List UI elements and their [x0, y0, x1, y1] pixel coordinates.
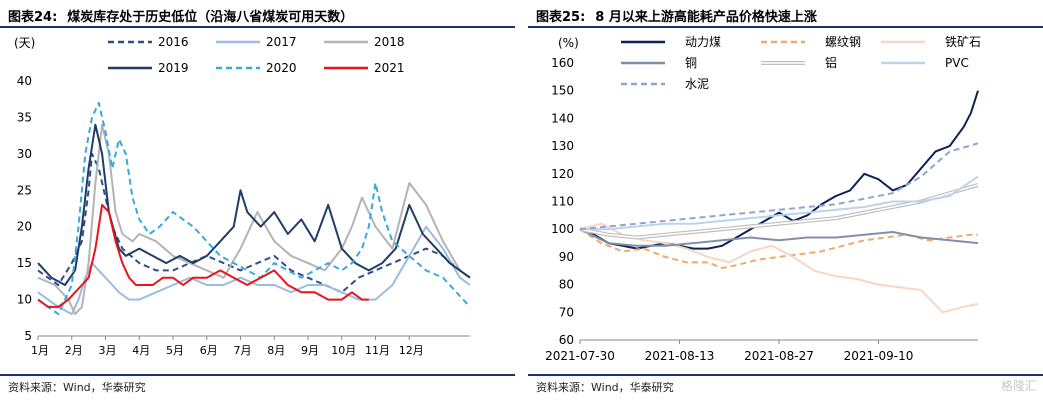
right-figure-title-text: 8 月以来上游高能耗产品价格快速上涨 [595, 10, 817, 25]
left-figure-panel: 图表24: 煤炭库存处于历史低位（沿海八省煤炭可用天数） (天) 5 10 15 20 25… [0, 0, 515, 400]
legend-label-铝: 铝 [825, 55, 837, 70]
left-x-tick-label: 11月 [365, 344, 390, 357]
left-x-tick-label: 3月 [99, 344, 117, 357]
right-y-tick-label: 120 [551, 167, 574, 181]
left-y-tick-label: 15 [17, 256, 32, 270]
legend-label-2018: 2018 [374, 35, 405, 49]
left-x-tick-label: 7月 [234, 344, 252, 357]
left-y-tick-label: 20 [17, 220, 32, 234]
right-y-tick-label: 110 [551, 195, 574, 209]
series-line-2016 [37, 152, 471, 294]
left-x-tick-label: 1月 [31, 344, 49, 357]
left-y-tick-label: 40 [17, 74, 32, 88]
left-y-tick-label: 35 [17, 110, 32, 124]
legend-label-2016: 2016 [158, 35, 189, 49]
left-x-tick-label: 4月 [132, 344, 150, 357]
right-y-tick-label: 130 [551, 139, 574, 153]
left-figure-title: 图表24: 煤炭库存处于历史低位（沿海八省煤炭可用天数） [8, 6, 353, 25]
right-figure-number: 图表25: [536, 10, 586, 25]
right-y-tick-label: 60 [559, 333, 574, 347]
left-y-tick-label: 30 [17, 147, 32, 161]
right-source-note: 资料来源：Wind，华泰研究 [536, 381, 674, 394]
legend-label-动力煤: 动力煤 [685, 35, 721, 49]
legend-label-水泥: 水泥 [685, 77, 709, 91]
left-x-tick-label: 2月 [65, 344, 83, 357]
left-x-tick-label: 8月 [267, 344, 285, 357]
left-x-tick-label: 6月 [200, 344, 218, 357]
legend-label-铁矿石: 铁矿石 [945, 35, 981, 49]
left-x-tick-label: 9月 [301, 344, 319, 357]
left-y-tick-label: 10 [17, 293, 32, 307]
series-line-水泥 [579, 142, 979, 231]
left-y-tick-label: 5 [24, 329, 32, 343]
left-figure-title-text: 煤炭库存处于历史低位（沿海八省煤炭可用天数） [67, 10, 354, 25]
series-line-铁矿石 [579, 222, 979, 314]
series-line-2021 [37, 203, 369, 308]
series-line-2019 [37, 123, 471, 286]
right-top-rule [528, 26, 1043, 28]
left-chart: (天) 5 10 15 20 25 30 35 40 1月 2月 3月 4月 5月 6月 7月 8月 9月 10月 1… [14, 35, 471, 357]
left-figure-number: 图表24: [8, 10, 58, 25]
right-bottom-rule [528, 374, 1043, 376]
right-chart: (%) 60 70 80 90 100 110 120 130 140 150 160 2021-07-… [545, 35, 981, 363]
legend-label-螺纹钢: 螺纹钢 [825, 35, 861, 49]
legend-label-2019: 2019 [158, 61, 189, 75]
watermark-text: 格隆汇 [1000, 379, 1037, 393]
right-x-tick-label: 2021-08-27 [744, 349, 814, 363]
left-x-tick-label: 12月 [399, 344, 424, 357]
left-y-tick-label: 25 [17, 183, 32, 197]
right-figure-title: 图表25: 8 月以来上游高能耗产品价格快速上涨 [536, 6, 817, 25]
right-figure-panel: 图表25: 8 月以来上游高能耗产品价格快速上涨 (%) 60 70 80 90 100 11… [528, 0, 1043, 400]
right-y-axis-label: (%) [558, 36, 579, 50]
left-x-tick-label: 5月 [166, 344, 184, 357]
right-x-tick-label: 2021-09-10 [844, 349, 914, 363]
left-bottom-rule [0, 374, 515, 376]
left-x-tick-label: 10月 [331, 344, 356, 357]
right-y-tick-label: 140 [551, 111, 574, 125]
legend-label-pvc: PVC [945, 56, 969, 70]
series-line-2017 [37, 225, 471, 316]
right-y-tick-label: 80 [559, 278, 574, 292]
right-x-tick-label: 2021-07-30 [545, 349, 615, 363]
right-y-tick-label: 150 [551, 84, 574, 98]
left-source-note: 资料来源：Wind，华泰研究 [8, 381, 146, 394]
right-y-tick-label: 90 [559, 250, 574, 264]
right-y-tick-label: 100 [551, 222, 574, 236]
left-top-rule [0, 26, 515, 28]
series-line-pvc [580, 175, 979, 231]
legend-label-2021: 2021 [374, 61, 405, 75]
legend-label-2017: 2017 [266, 35, 297, 49]
series-line-铝 [579, 182, 979, 240]
legend-label-铜: 铜 [685, 55, 697, 70]
legend-label-2020: 2020 [266, 61, 297, 75]
right-y-tick-label: 160 [551, 56, 574, 70]
left-y-axis-label: (天) [14, 36, 35, 50]
series-line-铜 [579, 228, 979, 247]
right-x-tick-label: 2021-08-13 [645, 349, 715, 363]
right-y-tick-label: 70 [559, 305, 574, 319]
series-line-铝-core [579, 184, 979, 239]
